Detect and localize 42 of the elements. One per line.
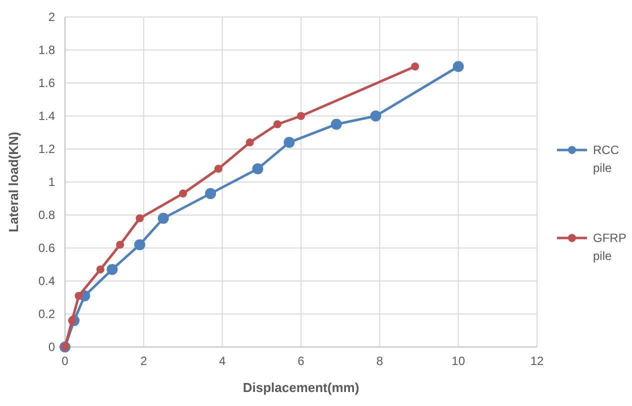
x-tick-label: 6 bbox=[298, 354, 305, 368]
point bbox=[116, 240, 124, 249]
y-tick-label: 1 bbox=[48, 175, 56, 190]
point bbox=[452, 61, 464, 72]
point bbox=[134, 239, 146, 250]
y-tick-label: 1.8 bbox=[38, 43, 56, 58]
y-tick-label: 0.2 bbox=[38, 307, 56, 322]
y-tick-label: 1.2 bbox=[38, 142, 56, 156]
y-axis-title: Lateral load(KN) bbox=[6, 132, 21, 232]
x-axis-title: Displacement(mm) bbox=[242, 380, 360, 395]
legend-label: RCC pile bbox=[593, 143, 620, 176]
x-tick-label: 4 bbox=[218, 354, 226, 368]
x-tick-label: 0 bbox=[62, 354, 69, 368]
point bbox=[273, 120, 282, 128]
point bbox=[179, 190, 187, 198]
point bbox=[330, 118, 342, 130]
x-tick-label: 2 bbox=[140, 354, 148, 368]
point bbox=[370, 110, 382, 122]
y-tick-label: 0.6 bbox=[38, 241, 56, 256]
y-tick-label: 2 bbox=[48, 10, 56, 24]
point bbox=[158, 212, 169, 224]
y-tick-label: 1.4 bbox=[38, 109, 56, 124]
y-tick-label: 1.6 bbox=[38, 76, 56, 90]
legend-label: GFRP pile bbox=[593, 231, 626, 264]
point bbox=[246, 138, 254, 146]
y-tick-label: 0.8 bbox=[38, 208, 56, 222]
point bbox=[214, 164, 222, 173]
point bbox=[106, 264, 118, 275]
y-tick-label: 0.4 bbox=[38, 274, 56, 288]
x-tick-label: 12 bbox=[530, 354, 544, 368]
y-tick-label: 0 bbox=[48, 340, 56, 354]
point bbox=[68, 316, 76, 325]
x-tick-label: 10 bbox=[452, 354, 466, 368]
point bbox=[74, 292, 83, 300]
point bbox=[284, 136, 295, 148]
point bbox=[297, 112, 305, 120]
point bbox=[205, 188, 216, 200]
point bbox=[96, 265, 104, 274]
point bbox=[411, 62, 420, 70]
point bbox=[136, 214, 144, 222]
point bbox=[252, 163, 264, 174]
x-tick-label: 8 bbox=[376, 354, 384, 368]
